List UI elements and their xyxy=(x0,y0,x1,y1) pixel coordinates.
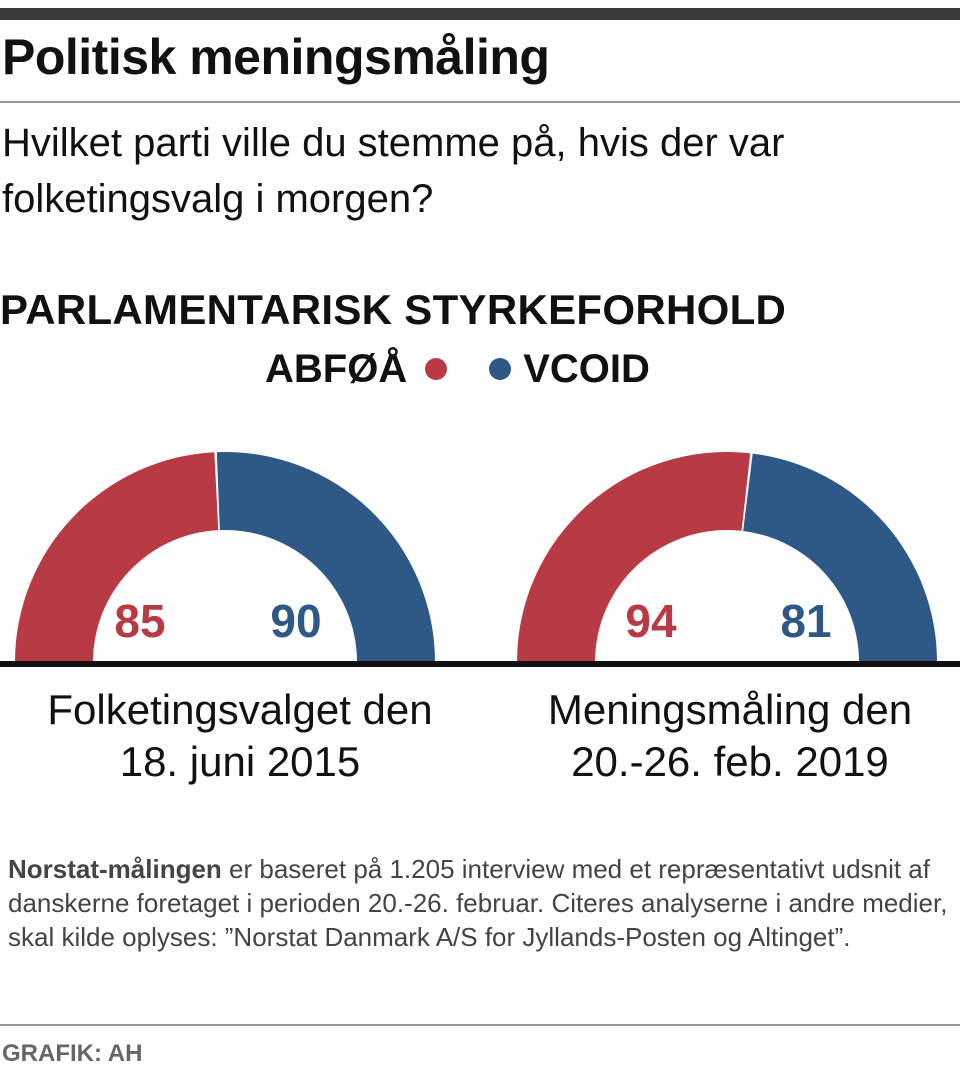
baseline xyxy=(0,661,960,667)
legend-label-right-bloc: VCOID xyxy=(523,346,650,391)
value-2015-right-bloc: 90 xyxy=(270,595,321,647)
footnote-text: er baseret på 1.205 interview med et rep… xyxy=(8,854,948,952)
chart-title: PARLAMENTARISK STYRKEFORHOLD xyxy=(0,286,787,333)
value-2019-left-bloc: 94 xyxy=(625,595,677,647)
legend: ABFØÅ VCOID xyxy=(265,344,650,394)
legend-dot-right-bloc xyxy=(489,358,512,380)
page-title: Politisk meningsmåling xyxy=(2,29,550,85)
chart-2015: 85 90 xyxy=(15,452,435,662)
divider-bottom xyxy=(0,1024,960,1026)
footnote: Norstat-målingen er baseret på 1.205 int… xyxy=(8,852,953,954)
footnote-lead: Norstat-målingen xyxy=(8,854,222,884)
value-2019-right-bloc: 81 xyxy=(780,595,831,647)
arc-2019-right-bloc xyxy=(743,453,937,662)
credit: GRAFIK: AH xyxy=(2,1040,143,1067)
chart-2019: 94 81 xyxy=(517,452,937,662)
divider xyxy=(0,101,960,103)
survey-question: Hvilket parti ville du stemme på, hvis d… xyxy=(2,121,785,221)
half-donut-charts: 85 90 94 81 xyxy=(0,452,960,667)
legend-label-left-bloc: ABFØÅ xyxy=(265,346,408,391)
chart-label-2015: Folketingsvalget den 18. juni 2015 xyxy=(47,686,433,785)
arc-2015-right-bloc xyxy=(216,452,435,662)
legend-dot-left-bloc xyxy=(425,358,448,380)
arc-2015-left-bloc xyxy=(15,452,219,662)
top-bar xyxy=(0,8,960,20)
chart-label-2019: Meningsmåling den 20.-26. feb. 2019 xyxy=(547,686,913,785)
arc-2019-left-bloc xyxy=(517,452,751,662)
value-2015-left-bloc: 85 xyxy=(114,595,165,647)
